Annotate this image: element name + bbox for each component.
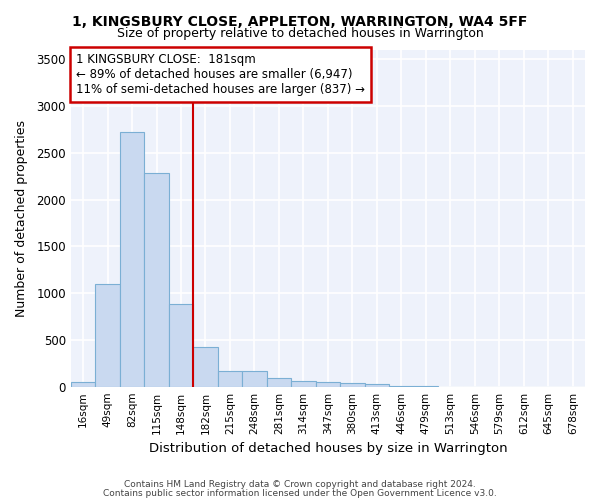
Y-axis label: Number of detached properties: Number of detached properties: [15, 120, 28, 317]
Bar: [291, 381, 316, 386]
X-axis label: Distribution of detached houses by size in Warrington: Distribution of detached houses by size …: [149, 442, 507, 455]
Bar: [340, 384, 365, 386]
Bar: [169, 304, 193, 386]
Text: Contains HM Land Registry data © Crown copyright and database right 2024.: Contains HM Land Registry data © Crown c…: [124, 480, 476, 489]
Text: 1 KINGSBURY CLOSE:  181sqm
← 89% of detached houses are smaller (6,947)
11% of s: 1 KINGSBURY CLOSE: 181sqm ← 89% of detac…: [76, 54, 365, 96]
Text: Size of property relative to detached houses in Warrington: Size of property relative to detached ho…: [116, 28, 484, 40]
Text: Contains public sector information licensed under the Open Government Licence v3: Contains public sector information licen…: [103, 488, 497, 498]
Bar: [193, 348, 218, 387]
Bar: [144, 174, 169, 386]
Bar: [71, 382, 95, 386]
Bar: [316, 382, 340, 386]
Text: 1, KINGSBURY CLOSE, APPLETON, WARRINGTON, WA4 5FF: 1, KINGSBURY CLOSE, APPLETON, WARRINGTON…: [73, 15, 527, 29]
Bar: [95, 284, 120, 386]
Bar: [120, 132, 144, 386]
Bar: [365, 384, 389, 386]
Bar: [266, 378, 291, 386]
Bar: [242, 371, 266, 386]
Bar: [218, 371, 242, 386]
